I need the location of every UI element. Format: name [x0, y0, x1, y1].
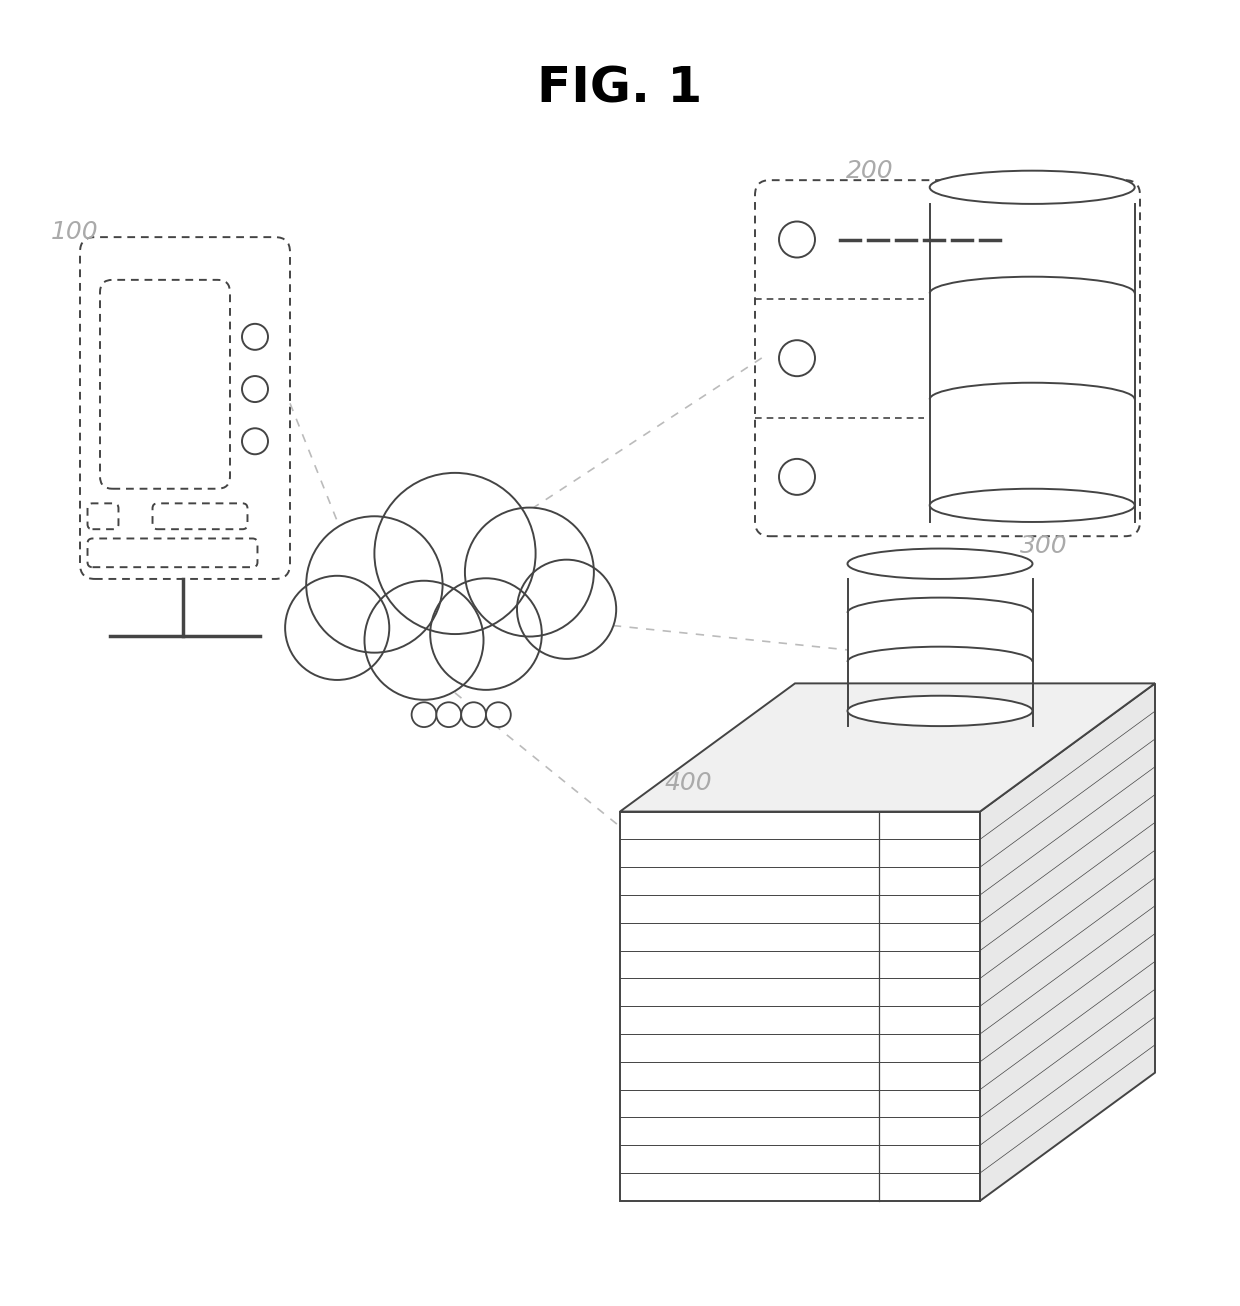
Circle shape	[374, 473, 536, 635]
Text: 200: 200	[846, 158, 894, 183]
Circle shape	[285, 576, 389, 680]
Circle shape	[436, 703, 461, 727]
Ellipse shape	[930, 171, 1135, 204]
Circle shape	[779, 222, 815, 257]
Circle shape	[242, 376, 268, 402]
Circle shape	[242, 324, 268, 350]
Text: 400: 400	[665, 771, 713, 795]
FancyBboxPatch shape	[81, 238, 290, 579]
Circle shape	[779, 340, 815, 376]
Circle shape	[306, 516, 443, 653]
FancyBboxPatch shape	[88, 503, 119, 529]
Text: FIG. 1: FIG. 1	[537, 65, 703, 112]
Text: 300: 300	[1021, 534, 1068, 558]
Circle shape	[486, 703, 511, 727]
Polygon shape	[620, 683, 1154, 811]
FancyBboxPatch shape	[755, 180, 1140, 537]
Text: 100: 100	[51, 221, 99, 244]
Circle shape	[242, 428, 268, 454]
Ellipse shape	[847, 696, 1033, 726]
FancyBboxPatch shape	[88, 538, 258, 567]
Ellipse shape	[930, 488, 1135, 522]
Circle shape	[412, 703, 436, 727]
Circle shape	[430, 579, 542, 690]
Polygon shape	[620, 811, 980, 1200]
Circle shape	[465, 508, 594, 636]
FancyBboxPatch shape	[100, 279, 229, 488]
Bar	[847, 579, 1033, 726]
Circle shape	[461, 703, 486, 727]
Ellipse shape	[847, 549, 1033, 579]
FancyBboxPatch shape	[153, 503, 248, 529]
Circle shape	[365, 581, 484, 700]
Polygon shape	[980, 683, 1154, 1200]
Circle shape	[779, 458, 815, 495]
Bar	[930, 204, 1135, 522]
Circle shape	[517, 560, 616, 658]
